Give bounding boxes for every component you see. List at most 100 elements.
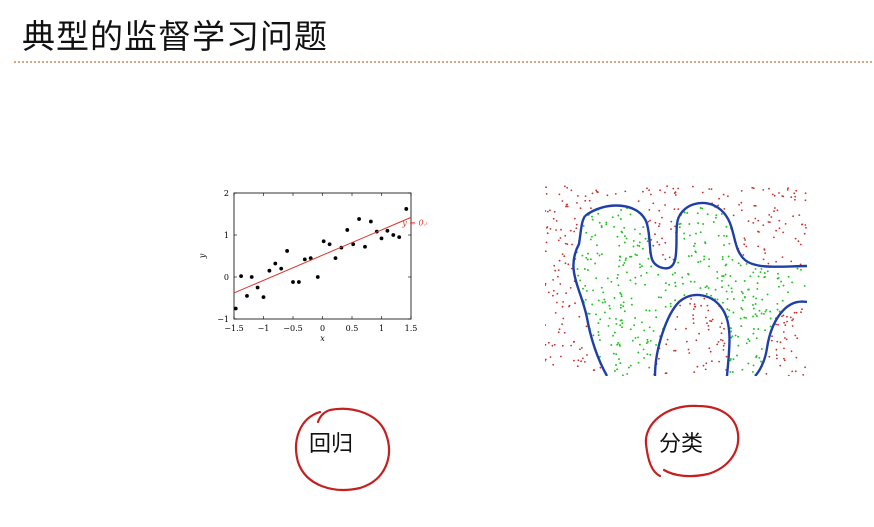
outer-point [776, 340, 779, 343]
inner-point [703, 342, 706, 345]
inner-point [699, 231, 702, 234]
inner-point [669, 347, 672, 350]
inner-point [695, 176, 697, 178]
outer-point [762, 189, 765, 191]
outer-point [692, 322, 695, 324]
inner-point [571, 319, 573, 321]
inner-point [682, 360, 685, 363]
outer-point [798, 214, 801, 216]
inner-point [702, 195, 704, 197]
inner-point [565, 215, 567, 217]
inner-point [577, 187, 579, 189]
inner-point [565, 323, 567, 325]
inner-point [759, 271, 762, 274]
inner-point [754, 303, 757, 305]
inner-point [735, 236, 738, 239]
outer-point [547, 291, 550, 294]
inner-point [629, 364, 632, 367]
inner-point [657, 221, 659, 223]
inner-point [710, 294, 713, 297]
inner-point [621, 189, 623, 191]
inner-point [674, 271, 677, 274]
outer-point [554, 312, 557, 314]
inner-point [731, 258, 734, 261]
inner-point [729, 359, 732, 362]
inner-point [760, 347, 763, 350]
inner-point [717, 202, 720, 205]
inner-point [630, 297, 633, 300]
inner-point [664, 305, 667, 308]
outer-point [573, 359, 575, 362]
inner-point [799, 249, 802, 252]
outer-point [581, 347, 583, 349]
inner-point [650, 265, 653, 268]
inner-point [739, 182, 741, 184]
outer-point [762, 258, 765, 261]
inner-point [660, 296, 663, 299]
inner-point [727, 315, 730, 318]
outer-point [557, 275, 559, 278]
outer-point [566, 186, 569, 189]
inner-point [600, 253, 603, 256]
inner-point [553, 286, 555, 288]
inner-point [565, 328, 567, 330]
inner-point [730, 290, 733, 293]
inner-point [758, 221, 761, 224]
outer-point [674, 328, 677, 331]
outer-point [767, 221, 770, 223]
outer-point [764, 252, 767, 254]
inner-point [587, 205, 589, 208]
inner-point [755, 337, 758, 340]
inner-point [568, 195, 570, 197]
outer-point [742, 254, 745, 256]
inner-point [631, 339, 634, 342]
inner-point [752, 227, 755, 230]
outer-point [799, 243, 802, 246]
outer-point [558, 259, 561, 262]
inner-point [662, 176, 664, 178]
inner-point [598, 221, 601, 224]
outer-point [664, 372, 667, 375]
inner-point [784, 191, 786, 193]
outer-point [775, 229, 777, 232]
inner-point [766, 270, 769, 273]
inner-point [613, 331, 616, 334]
inner-point [691, 172, 693, 174]
inner-point [666, 334, 669, 337]
outer-point [576, 365, 579, 368]
inner-point [799, 268, 802, 271]
inner-point [662, 186, 664, 188]
outer-point [560, 355, 562, 358]
inner-point [787, 323, 790, 325]
outer-point [552, 279, 554, 281]
inner-point [658, 212, 661, 215]
inner-point [796, 245, 798, 248]
outer-point [781, 195, 784, 197]
inner-point [800, 343, 803, 346]
outer-point [795, 356, 798, 359]
inner-point [612, 334, 614, 337]
inner-point [726, 308, 729, 311]
inner-point [577, 274, 580, 277]
outer-point [545, 284, 546, 287]
inner-point [586, 258, 589, 261]
inner-point [585, 289, 588, 292]
outer-point [582, 357, 584, 360]
outer-point [723, 342, 726, 345]
outer-point [666, 185, 668, 188]
inner-point [707, 183, 709, 185]
inner-point [572, 178, 574, 180]
inner-point [690, 254, 693, 257]
inner-point [714, 305, 717, 308]
inner-point [796, 364, 799, 367]
inner-point [667, 329, 669, 332]
data-point [357, 217, 361, 221]
inner-point [737, 344, 740, 347]
inner-point [732, 311, 735, 314]
outer-point [771, 193, 774, 196]
inner-point [743, 280, 746, 282]
outer-point [702, 364, 705, 367]
inner-point [597, 322, 600, 325]
inner-point [642, 348, 645, 351]
inner-point [787, 291, 789, 294]
